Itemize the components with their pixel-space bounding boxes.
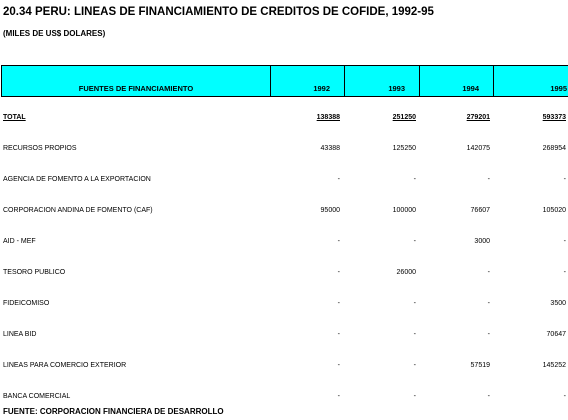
subtitle: (MILES DE US$ DOLARES) bbox=[3, 29, 106, 38]
cell-value: - bbox=[487, 393, 490, 400]
cell-value: 142075 bbox=[466, 145, 490, 152]
cell-value: 43388 bbox=[320, 145, 340, 152]
cell-value: 125250 bbox=[392, 145, 416, 152]
cell-value: 70647 bbox=[546, 331, 566, 338]
cell-value: 593373 bbox=[542, 114, 566, 121]
cell-value: - bbox=[413, 176, 416, 183]
cell-value: 251250 bbox=[392, 114, 416, 121]
cell-value: - bbox=[487, 176, 490, 183]
cell-value: - bbox=[413, 331, 416, 338]
row-label: LINEA BID bbox=[3, 331, 37, 338]
cell-value: 279201 bbox=[466, 114, 490, 121]
header-cell: 1993 bbox=[344, 66, 419, 96]
row-label: LINEAS PARA COMERCIO EXTERIOR bbox=[3, 362, 127, 369]
header-cell: FUENTES DE FINANCIAMIENTO bbox=[1, 66, 270, 96]
header-text: 1993 bbox=[388, 84, 405, 93]
cell-value: 268954 bbox=[542, 145, 566, 152]
cell-value: 57519 bbox=[470, 362, 490, 369]
row-label: CORPORACION ANDINA DE FOMENTO (CAF) bbox=[3, 207, 153, 214]
header-text: 1992 bbox=[313, 84, 330, 93]
cell-value: - bbox=[563, 238, 566, 245]
cell-value: 145252 bbox=[542, 362, 566, 369]
cell-value: - bbox=[413, 393, 416, 400]
cell-value: 76607 bbox=[470, 207, 490, 214]
cell-value: - bbox=[413, 362, 416, 369]
row-label: AGENCIA DE FOMENTO A LA EXPORTACION bbox=[3, 176, 151, 183]
cell-value: - bbox=[337, 176, 340, 183]
cell-value: - bbox=[337, 362, 340, 369]
row-label: BANCA COMERCIAL bbox=[3, 393, 71, 400]
row-label: AID - MEF bbox=[3, 238, 36, 245]
cell-value: - bbox=[413, 300, 416, 307]
row-label: TESORO PUBLICO bbox=[3, 269, 66, 276]
cell-value: - bbox=[487, 331, 490, 338]
cell-value: - bbox=[413, 238, 416, 245]
cell-value: - bbox=[563, 393, 566, 400]
header-cell: 1994 bbox=[419, 66, 493, 96]
header-text: 1994 bbox=[462, 84, 479, 93]
row-label: TOTAL bbox=[3, 114, 26, 121]
cell-value: - bbox=[487, 269, 490, 276]
cell-value: - bbox=[563, 176, 566, 183]
cell-value: - bbox=[337, 331, 340, 338]
header-cell: 1992 bbox=[270, 66, 344, 96]
header-text: FUENTES DE FINANCIAMIENTO bbox=[78, 84, 194, 93]
cell-value: 3500 bbox=[550, 300, 566, 307]
header-cell: 1995 bbox=[493, 66, 568, 96]
row-label: FIDEICOMISO bbox=[3, 300, 50, 307]
cell-value: - bbox=[337, 269, 340, 276]
cell-value: 138388 bbox=[316, 114, 340, 121]
cell-value: - bbox=[337, 300, 340, 307]
cell-value: - bbox=[337, 393, 340, 400]
table-header: FUENTES DE FINANCIAMIENTO 1992 1993 1994 199… bbox=[1, 65, 568, 97]
cell-value: 26000 bbox=[396, 269, 416, 276]
cell-value: 100000 bbox=[392, 207, 416, 214]
source-note: FUENTE: CORPORACION FINANCIERA DE DESARR… bbox=[3, 407, 224, 416]
cell-value: 105020 bbox=[542, 207, 566, 214]
cell-value: 95000 bbox=[320, 207, 340, 214]
cell-value: - bbox=[487, 300, 490, 307]
cell-value: 3000 bbox=[474, 238, 490, 245]
cell-value: - bbox=[337, 238, 340, 245]
title: 20.34 PERU: LINEAS DE FINANCIAMIENTO DE … bbox=[3, 6, 434, 18]
row-label: RECURSOS PROPIOS bbox=[3, 145, 77, 152]
header-text: 1995 bbox=[550, 84, 567, 93]
cell-value: - bbox=[563, 269, 566, 276]
